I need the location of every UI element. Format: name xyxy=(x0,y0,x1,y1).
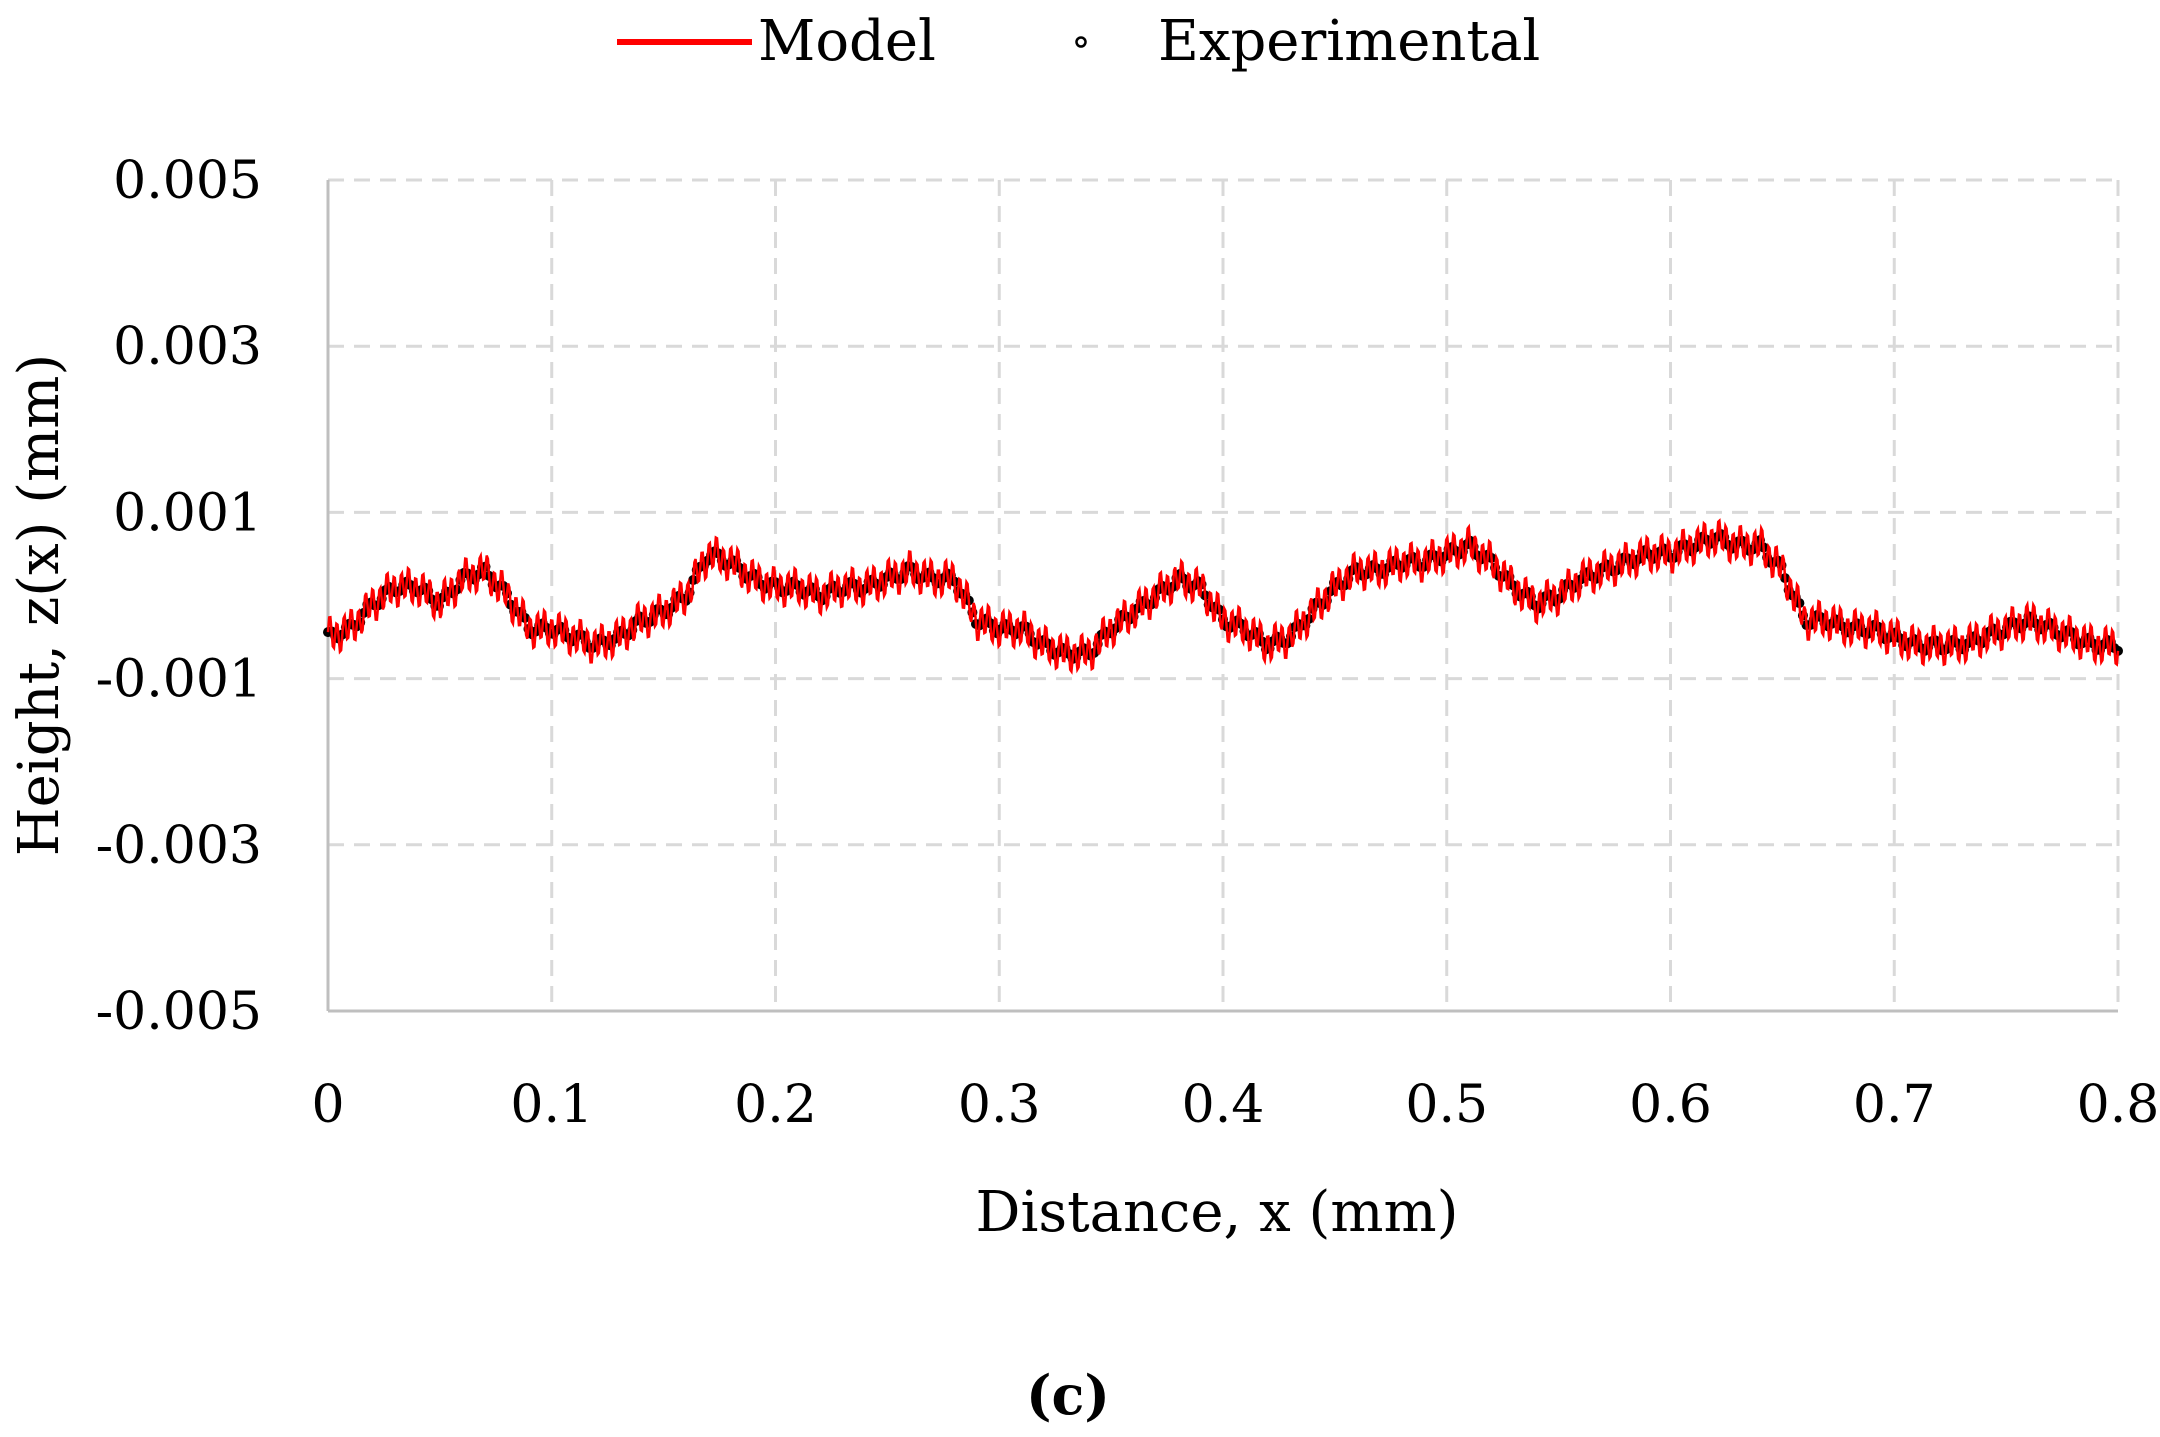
legend-experimental-label: Experimental xyxy=(1158,9,1540,74)
y-tick-label: 0.003 xyxy=(113,317,262,377)
x-tick-label: 0.6 xyxy=(1629,1075,1712,1135)
x-axis-title: Distance, x (mm) xyxy=(976,1180,1459,1245)
x-tick-labels: 0 0.1 0.2 0.3 0.4 0.5 0.6 0.7 0.8 xyxy=(311,1075,2159,1135)
y-tick-label: -0.005 xyxy=(96,982,262,1042)
axes xyxy=(326,180,2118,1013)
y-tick-label: 0.001 xyxy=(113,483,262,543)
y-tick-labels: 0.005 0.003 0.001 -0.001 -0.003 -0.005 xyxy=(96,151,262,1042)
x-tick-label: 0.3 xyxy=(958,1075,1041,1135)
model-series xyxy=(326,518,2120,675)
x-tick-label: 0.1 xyxy=(510,1075,593,1135)
x-tick-label: 0.2 xyxy=(734,1075,817,1135)
y-tick-label: 0.005 xyxy=(113,151,262,211)
grid xyxy=(328,178,2120,1011)
legend-model-label: Model xyxy=(758,9,936,74)
y-tick-label: -0.003 xyxy=(96,816,262,876)
y-tick-label: -0.001 xyxy=(96,650,262,710)
x-tick-label: 0.7 xyxy=(1853,1075,1936,1135)
x-tick-label: 0.4 xyxy=(1182,1075,1265,1135)
y-axis-title: Height, z(x) (mm) xyxy=(7,354,72,856)
x-tick-label: 0 xyxy=(311,1075,344,1135)
legend-experimental-marker xyxy=(1075,36,1087,48)
model-line xyxy=(326,518,2120,675)
x-tick-label: 0.5 xyxy=(1405,1075,1488,1135)
legend: Model Experimental xyxy=(617,9,1540,74)
x-tick-label: 0.8 xyxy=(2077,1075,2160,1135)
panel-label: (c) xyxy=(1026,1363,1110,1427)
